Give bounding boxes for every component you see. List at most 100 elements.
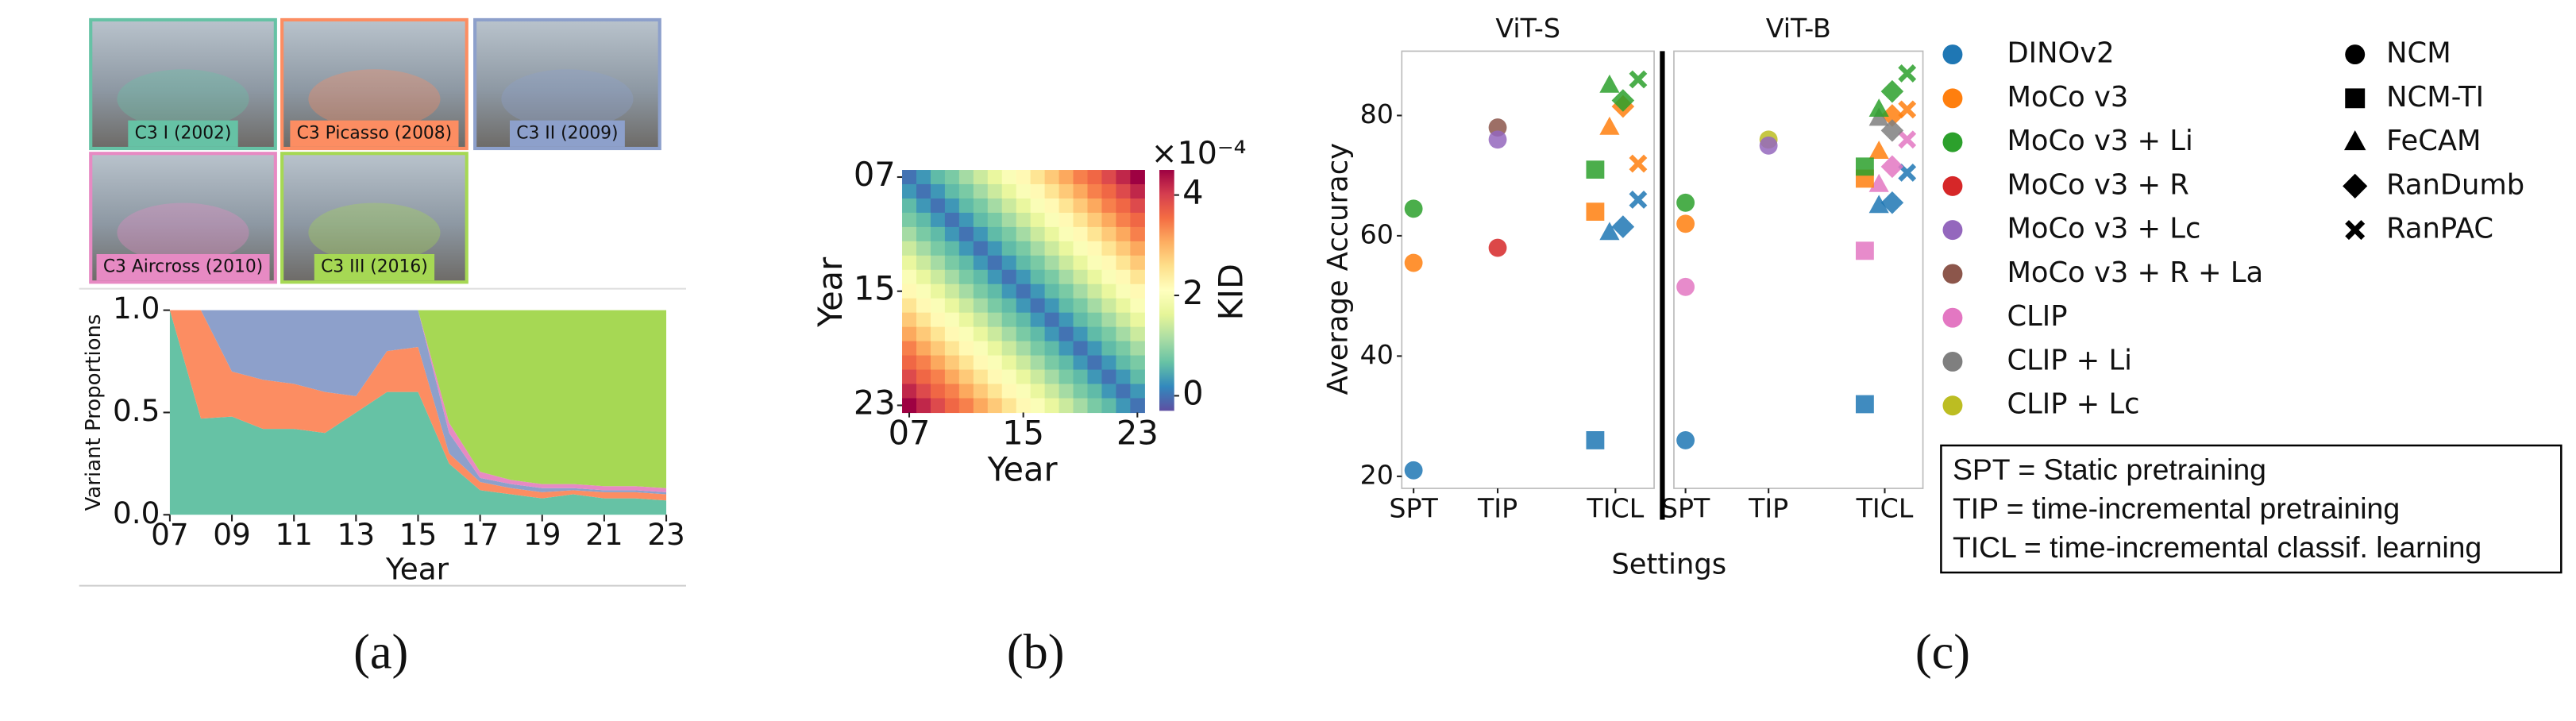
x-tick-label: 23	[647, 517, 685, 552]
heat-cell	[1044, 326, 1060, 342]
legend-swatch	[1942, 88, 1963, 109]
point	[1898, 64, 1917, 83]
heat-cell	[930, 355, 946, 371]
heat-cell	[916, 226, 931, 242]
heat-cell	[1030, 355, 1046, 371]
x-axis-label: Year	[987, 449, 1059, 488]
heat-cell	[944, 183, 960, 199]
heat-cell	[1116, 384, 1131, 399]
heat-cell	[1001, 198, 1017, 214]
heat-cell	[958, 312, 974, 328]
heat-cell	[1101, 369, 1117, 385]
heat-cell	[1073, 312, 1089, 328]
point	[1880, 119, 1904, 142]
heat-cell	[1044, 183, 1060, 199]
legend-swatch	[1942, 307, 1963, 328]
heat-cell	[1030, 384, 1046, 399]
legend-label: DINOv2	[2007, 37, 2114, 70]
notes-box	[1940, 444, 2563, 574]
heat-cell	[916, 369, 931, 385]
point	[1880, 104, 1904, 127]
photo-caption: C3 Picasso (2008)	[297, 123, 453, 143]
legend-marker	[2345, 44, 2366, 65]
heat-cell	[1116, 298, 1131, 314]
heat-cell	[958, 369, 974, 385]
heat-cell	[1116, 341, 1131, 357]
heat-cell	[1101, 183, 1117, 199]
heat-cell	[1030, 241, 1046, 256]
point	[1404, 199, 1423, 218]
y-axis-label: Variant Proportions	[82, 314, 106, 511]
legend-label: MoCo v3	[2007, 81, 2128, 114]
heat-cell	[1073, 269, 1089, 285]
heat-cell	[1087, 384, 1103, 399]
heat-cell	[1030, 298, 1046, 314]
point	[1868, 195, 1889, 214]
photo-caption: C3 II (2009)	[516, 123, 618, 143]
heat-cell	[987, 341, 1003, 357]
heat-cell	[958, 170, 974, 185]
legend-swatch	[1942, 175, 1963, 196]
y-tick-label: 15	[854, 269, 896, 308]
point	[1629, 70, 1648, 89]
heat-cell	[930, 384, 946, 399]
heat-cell	[1116, 212, 1131, 228]
x-tick-label: 07	[151, 517, 189, 552]
legend-label: MoCo v3 + Lc	[2007, 213, 2200, 245]
heat-cell	[1044, 312, 1060, 328]
point	[1855, 241, 1874, 260]
heat-cell	[1116, 226, 1131, 242]
colorbar-tick-label: 0	[1182, 373, 1203, 412]
heat-cell	[958, 212, 974, 228]
heat-cell	[916, 198, 931, 214]
y-tick-label: 0.5	[113, 393, 160, 428]
heat-cell	[958, 341, 974, 357]
heat-cell	[944, 226, 960, 242]
heat-cell	[987, 198, 1003, 214]
y-tick-label: 40	[1360, 339, 1394, 370]
heat-cell	[1130, 355, 1145, 371]
heat-cell	[973, 298, 989, 314]
heat-cell	[987, 298, 1003, 314]
heat-cell	[1087, 183, 1103, 199]
heat-cell	[1030, 283, 1046, 299]
area	[169, 310, 667, 488]
x-tick-label: SPT	[1661, 493, 1710, 524]
heat-cell	[1101, 255, 1117, 271]
colorbar-tick-label: 4	[1182, 173, 1203, 212]
heat-cell	[1130, 183, 1145, 199]
heat-cell	[1073, 241, 1089, 256]
heat-cell	[1087, 170, 1103, 185]
heat-cell	[930, 326, 946, 342]
heat-cell	[1044, 269, 1060, 285]
heat-cell	[987, 226, 1003, 242]
point	[1868, 173, 1889, 192]
point	[1855, 395, 1874, 414]
point	[1676, 431, 1695, 449]
heat-cell	[1016, 298, 1032, 314]
heat-cell	[1087, 341, 1103, 357]
note: SPT = Static pretraining	[1953, 453, 2266, 486]
heat-cell	[944, 384, 960, 399]
heat-cell	[958, 241, 974, 256]
heat-cell	[944, 283, 960, 299]
panel-label: (a)	[353, 624, 408, 679]
point	[1611, 215, 1635, 238]
heat-cell	[1044, 369, 1060, 385]
heat-cell	[902, 312, 917, 328]
y-tick-label: 0.0	[113, 495, 160, 530]
panel-title: ViT-S	[1495, 13, 1560, 44]
heat-cell	[958, 384, 974, 399]
heat-cell	[1001, 269, 1017, 285]
heat-cell	[1101, 312, 1117, 328]
heat-cell	[1001, 326, 1017, 342]
point	[1759, 136, 1778, 155]
heat-cell	[1073, 384, 1089, 399]
heat-cell	[1116, 241, 1131, 256]
heat-cell	[944, 355, 960, 371]
heat-cell	[1059, 283, 1074, 299]
heat-cell	[1130, 369, 1145, 385]
heat-cell	[1116, 355, 1131, 371]
heat-cell	[1087, 298, 1103, 314]
